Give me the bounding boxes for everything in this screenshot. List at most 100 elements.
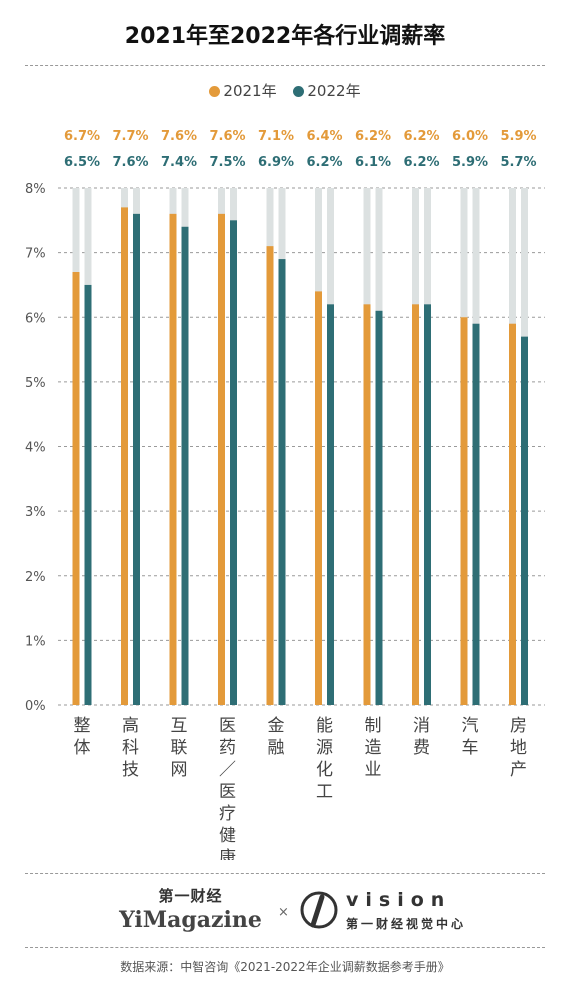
legend-dot-2022 (293, 86, 305, 97)
data-label-2021: 5.9% (500, 129, 536, 144)
data-label-2022: 7.4% (161, 155, 197, 170)
category-label: 能 (316, 716, 333, 736)
bar-2022 (181, 226, 189, 705)
data-label-2022: 5.9% (452, 155, 488, 170)
category-label: 费 (413, 738, 430, 758)
data-label-2022: 7.5% (209, 155, 245, 170)
chart-title: 2021年至2022年各行业调薪率 (124, 24, 446, 49)
y-tick-label: 1% (25, 634, 46, 649)
category-label: 化 (316, 760, 333, 780)
category-label: 互 (171, 716, 188, 736)
bar-2022 (230, 220, 237, 705)
legend: 2021年 2022年 (0, 80, 570, 101)
category-label: 车 (462, 738, 479, 758)
y-tick-label: 4% (25, 441, 46, 456)
data-source: 数据来源：中智咨询《2021-2022年企业调薪数据参考手册》 (120, 960, 450, 974)
bar-2021 (121, 207, 128, 705)
y-tick-label: 2% (25, 570, 46, 585)
legend-item-2021: 2021年 (209, 80, 277, 101)
data-label-2022: 6.2% (306, 155, 342, 170)
category-label: 高 (122, 716, 139, 736)
y-tick-label: 3% (25, 505, 46, 520)
bar-2022 (424, 304, 431, 705)
bar-2021 (315, 291, 322, 705)
category-label: 联 (171, 738, 188, 758)
top-divider (25, 65, 545, 66)
y-tick-label: 7% (25, 247, 46, 262)
bar-2022 (327, 304, 334, 705)
legend-label-2021: 2021年 (223, 82, 277, 100)
category-label: 健 (219, 826, 236, 846)
bar-2022 (133, 213, 140, 705)
data-label-2022: 6.9% (258, 155, 294, 170)
bar-2021 (412, 304, 419, 705)
category-label: 融 (268, 738, 285, 758)
vision-logo-en: vision (346, 889, 452, 911)
vision-logo-cn: 第一财经视觉中心 (346, 917, 467, 931)
category-label: 医 (219, 782, 236, 802)
data-label-2021: 6.0% (452, 129, 488, 144)
y-tick-label: 6% (25, 311, 46, 326)
category-label: 消 (413, 716, 430, 736)
yimagazine-logo-en: YiMagazine (119, 907, 262, 933)
category-label: 制 (365, 716, 382, 736)
bar-2022 (84, 284, 92, 705)
bar-2021 (363, 304, 371, 705)
bar-2021 (169, 213, 177, 705)
bar-2021 (266, 246, 274, 705)
category-label: 工 (316, 782, 333, 802)
data-label-2022: 5.7% (500, 155, 536, 170)
bar-chart: 0% 1% 2% 3% 4% 5% 6% 7% 8% 6.7% 6.5% 整体 7.7% 7.6% 高科技 7… (25, 129, 545, 860)
y-tick-label: 0% (25, 699, 46, 714)
y-tick-label: 8% (25, 182, 46, 197)
data-label-2022: 6.5% (64, 155, 100, 170)
category-label: 康 (219, 848, 236, 860)
bar-2021 (218, 213, 225, 705)
legend-label-2022: 2022年 (307, 82, 361, 100)
category-label: 医 (219, 716, 236, 736)
legend-dot-2021 (209, 86, 221, 97)
category-label: 科 (122, 738, 139, 758)
brand-row: 第一财经 YiMagazine × vision 第一财经视觉中心 (0, 885, 570, 945)
category-label: 房 (510, 716, 527, 736)
bar-2021 (72, 272, 80, 705)
category-label: ／ (219, 760, 236, 780)
data-label-2022: 6.1% (355, 155, 391, 170)
cross-mark: × (278, 905, 289, 920)
data-label-2021: 6.4% (306, 129, 342, 144)
vision-logo-icon (300, 891, 338, 929)
footer-divider-bottom (25, 947, 545, 948)
data-label-2021: 7.6% (161, 129, 197, 144)
legend-item-2022: 2022年 (293, 80, 361, 101)
footer-divider-top (25, 873, 545, 874)
data-label-2022: 7.6% (112, 155, 148, 170)
data-label-2021: 7.1% (258, 129, 294, 144)
vision-logo: vision 第一财经视觉中心 (296, 887, 476, 941)
category-label: 业 (365, 760, 382, 780)
bar-2022 (521, 336, 528, 705)
bar-2021 (509, 323, 516, 705)
yimagazine-logo-cn: 第一财经 (158, 887, 223, 905)
category-label: 体 (74, 738, 91, 758)
category-label: 汽 (462, 716, 479, 736)
data-label-2021: 6.2% (403, 129, 439, 144)
data-label-2022: 6.2% (403, 155, 439, 170)
category-label: 源 (316, 738, 333, 758)
category-label: 整 (74, 716, 91, 736)
bar-2022 (278, 259, 286, 705)
category-label: 疗 (219, 804, 236, 824)
category-label: 产 (510, 760, 527, 780)
category-label: 技 (122, 760, 139, 780)
y-tick-label: 5% (25, 376, 46, 391)
category-label: 地 (510, 738, 527, 758)
data-label-2021: 7.6% (209, 129, 245, 144)
category-label: 网 (171, 760, 188, 780)
bar-2022 (375, 310, 383, 705)
bar-2021 (460, 317, 468, 705)
data-label-2021: 7.7% (112, 129, 148, 144)
data-label-2021: 6.7% (64, 129, 100, 144)
category-label: 金 (268, 716, 285, 736)
category-label: 药 (219, 738, 236, 758)
data-label-2021: 6.2% (355, 129, 391, 144)
yimagazine-logo: 第一财经 YiMagazine (108, 885, 273, 933)
